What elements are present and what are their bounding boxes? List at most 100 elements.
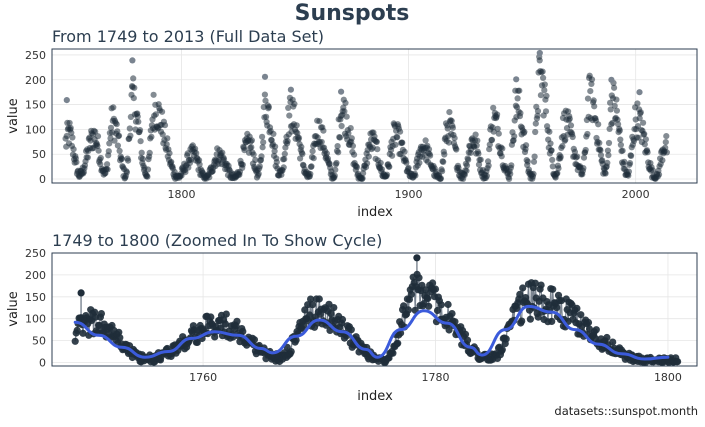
trend-line bbox=[73, 304, 670, 361]
data-point bbox=[531, 279, 539, 287]
data-point bbox=[422, 137, 429, 144]
data-point bbox=[193, 150, 200, 157]
data-point bbox=[308, 301, 317, 309]
data-point bbox=[571, 148, 579, 155]
peak-point bbox=[413, 254, 421, 262]
data-point bbox=[327, 310, 335, 318]
y-tick-label: 200 bbox=[25, 74, 46, 87]
x-tick-label: 1760 bbox=[189, 371, 217, 384]
data-point bbox=[378, 166, 385, 173]
data-point bbox=[308, 163, 315, 170]
data-point bbox=[373, 138, 380, 145]
data-point bbox=[444, 125, 451, 132]
data-point bbox=[338, 315, 347, 324]
data-point bbox=[67, 124, 74, 132]
data-point bbox=[219, 149, 226, 156]
data-point bbox=[584, 95, 592, 102]
data-point bbox=[239, 161, 246, 168]
data-point bbox=[300, 321, 308, 329]
data-point bbox=[307, 170, 314, 178]
data-point bbox=[353, 164, 360, 171]
data-point bbox=[139, 155, 146, 162]
data-point bbox=[488, 136, 496, 143]
data-point bbox=[463, 336, 472, 344]
data-point bbox=[619, 147, 626, 154]
data-point bbox=[295, 134, 303, 142]
data-point bbox=[166, 150, 173, 157]
data-point bbox=[605, 152, 612, 159]
data-point bbox=[472, 131, 479, 138]
panel-zoom: 1749 to 1800 (Zoomed In To Show Cycle) 0… bbox=[6, 231, 698, 404]
data-point bbox=[557, 153, 564, 160]
data-point bbox=[263, 113, 270, 120]
peak-point bbox=[513, 76, 520, 83]
data-point bbox=[607, 99, 614, 106]
data-point bbox=[407, 290, 415, 298]
data-point bbox=[336, 134, 343, 141]
data-point bbox=[97, 154, 104, 162]
data-point bbox=[111, 137, 118, 144]
data-point bbox=[400, 302, 408, 310]
data-point bbox=[73, 159, 80, 166]
data-point bbox=[453, 146, 460, 153]
peak-point bbox=[536, 49, 543, 57]
data-point bbox=[94, 133, 102, 140]
data-point bbox=[541, 81, 548, 88]
data-point bbox=[584, 318, 593, 327]
data-point bbox=[448, 117, 455, 124]
data-point bbox=[574, 153, 581, 160]
data-point bbox=[597, 152, 605, 159]
data-point bbox=[655, 171, 663, 178]
data-point bbox=[642, 136, 650, 143]
data-point bbox=[298, 143, 305, 150]
data-point bbox=[461, 330, 470, 338]
data-point bbox=[494, 111, 501, 118]
data-point bbox=[416, 159, 423, 166]
data-point bbox=[70, 146, 77, 153]
data-point bbox=[609, 338, 617, 346]
peak-point bbox=[287, 86, 294, 93]
data-point bbox=[331, 172, 338, 179]
data-point bbox=[615, 121, 622, 128]
data-point bbox=[297, 155, 304, 162]
data-point bbox=[252, 156, 259, 164]
data-point bbox=[193, 338, 201, 346]
data-point bbox=[613, 96, 620, 103]
peak-point bbox=[63, 97, 70, 104]
data-point bbox=[674, 358, 682, 366]
peak-point bbox=[636, 89, 643, 96]
data-point bbox=[271, 148, 278, 155]
y-tick-label: 50 bbox=[32, 335, 46, 348]
data-point bbox=[365, 153, 372, 160]
data-point bbox=[508, 162, 515, 169]
x-tick-label: 1800 bbox=[654, 371, 682, 384]
data-point bbox=[566, 115, 573, 122]
data-point bbox=[258, 153, 265, 160]
data-point bbox=[546, 128, 553, 135]
data-point bbox=[150, 91, 157, 98]
data-point bbox=[348, 135, 355, 142]
data-point bbox=[161, 122, 169, 129]
data-point bbox=[516, 290, 524, 298]
data-point bbox=[164, 135, 171, 142]
data-point bbox=[211, 333, 219, 341]
data-point bbox=[73, 326, 81, 334]
data-point bbox=[584, 130, 591, 138]
data-point bbox=[63, 132, 70, 140]
data-point bbox=[446, 109, 453, 116]
data-point bbox=[605, 139, 613, 147]
data-point bbox=[383, 171, 391, 178]
data-point bbox=[425, 302, 433, 310]
data-point bbox=[437, 301, 445, 309]
data-point bbox=[549, 285, 557, 293]
data-point bbox=[116, 147, 123, 154]
data-point bbox=[261, 91, 268, 98]
data-point bbox=[250, 336, 258, 344]
data-point bbox=[364, 160, 371, 167]
data-point bbox=[536, 57, 543, 64]
data-point bbox=[69, 134, 76, 141]
data-point bbox=[125, 157, 132, 164]
data-point bbox=[607, 106, 614, 113]
panel-full-ylabel: value bbox=[6, 98, 21, 134]
data-point bbox=[241, 147, 248, 154]
